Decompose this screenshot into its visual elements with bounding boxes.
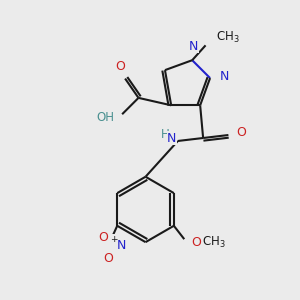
Text: N: N xyxy=(189,40,198,53)
Text: O: O xyxy=(191,236,201,249)
Text: H: H xyxy=(161,128,170,141)
Text: N: N xyxy=(116,238,126,252)
Text: N: N xyxy=(167,131,177,145)
Text: OH: OH xyxy=(97,111,115,124)
Text: N: N xyxy=(220,70,229,83)
Text: +: + xyxy=(110,235,117,244)
Text: CH$_3$: CH$_3$ xyxy=(202,235,226,250)
Text: O: O xyxy=(116,60,126,73)
Text: O: O xyxy=(98,231,108,244)
Text: O: O xyxy=(103,252,113,265)
Text: CH$_3$: CH$_3$ xyxy=(216,30,240,46)
Text: O: O xyxy=(236,126,246,139)
